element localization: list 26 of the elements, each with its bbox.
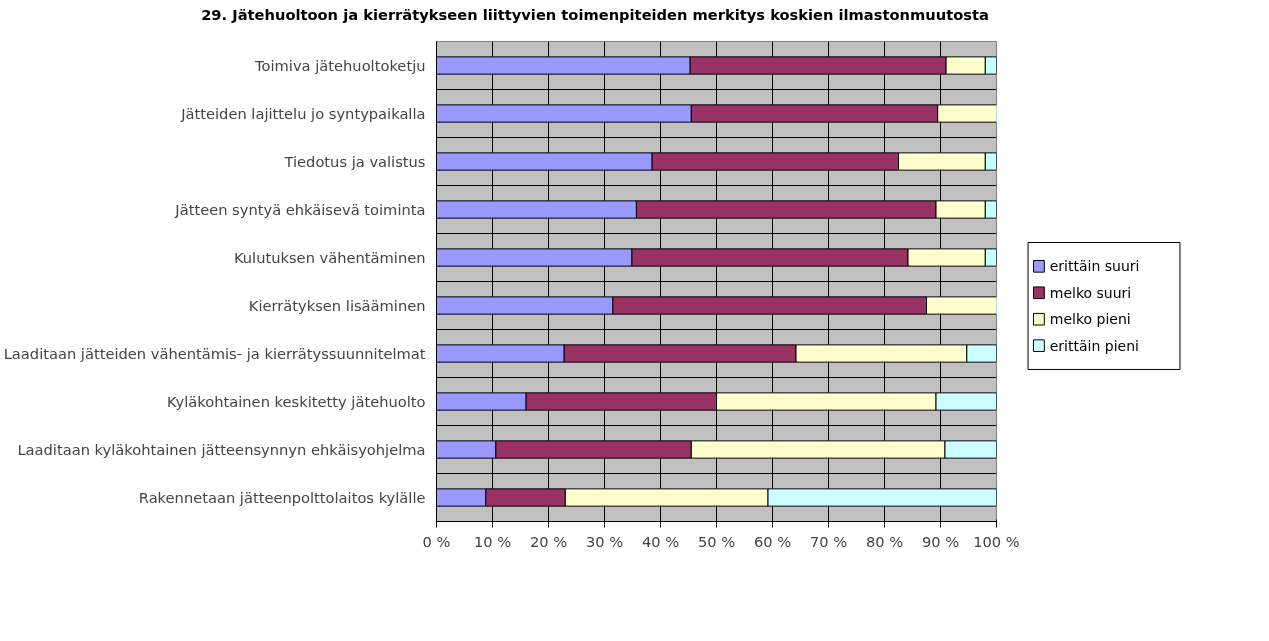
x-tick-label: 50 % xyxy=(697,532,736,550)
x-tick-label: 0 % xyxy=(422,532,451,550)
legend-label: erittäin suuri xyxy=(1049,258,1140,275)
y-tick-label: Jätteen syntyä ehkäisevä toiminta xyxy=(174,200,426,218)
x-tick-label: 30 % xyxy=(585,532,624,550)
x-tick-label: 70 % xyxy=(809,532,848,550)
x-tick-label: 10 % xyxy=(473,532,512,550)
y-tick-label: Toimiva jätehuoltoketju xyxy=(254,56,426,74)
y-tick-label: Laaditaan jätteiden vähentämis- ja kierrätyssuunnitelmat xyxy=(3,344,426,362)
x-tick-label: 60 % xyxy=(753,532,792,550)
x-tick-label: 20 % xyxy=(529,532,568,550)
y-tick-label: Kierrätyksen lisääminen xyxy=(248,296,426,314)
y-tick-label: Tiedotus ja valistus xyxy=(283,152,426,170)
y-tick-label: Kyläkohtainen keskitetty jätehuolto xyxy=(167,392,426,410)
y-tick-label: Kulutuksen vähentäminen xyxy=(233,248,426,266)
x-tick-label: 100 % xyxy=(973,532,1020,550)
x-tick-label: 80 % xyxy=(865,532,904,550)
x-tick-label: 40 % xyxy=(641,532,680,550)
chart-title: 29. Jätehuoltoon ja kierrätykseen liittyvien toimenpiteiden merkitys koskien ilmastonmuutosta xyxy=(201,5,989,25)
x-tick-label: 90 % xyxy=(921,532,960,550)
y-tick-label: Laaditaan kyläkohtainen jätteensynnyn ehkäisyohjelma xyxy=(17,440,426,458)
y-tick-label: Jätteiden lajittelu jo syntypaikalla xyxy=(180,104,426,122)
legend-label: erittäin pieni xyxy=(1049,337,1139,354)
legend-label: melko suuri xyxy=(1049,284,1132,301)
y-tick-label: Rakennetaan jätteenpolttolaitos kylälle xyxy=(138,488,426,506)
legend-label: melko pieni xyxy=(1049,311,1131,328)
